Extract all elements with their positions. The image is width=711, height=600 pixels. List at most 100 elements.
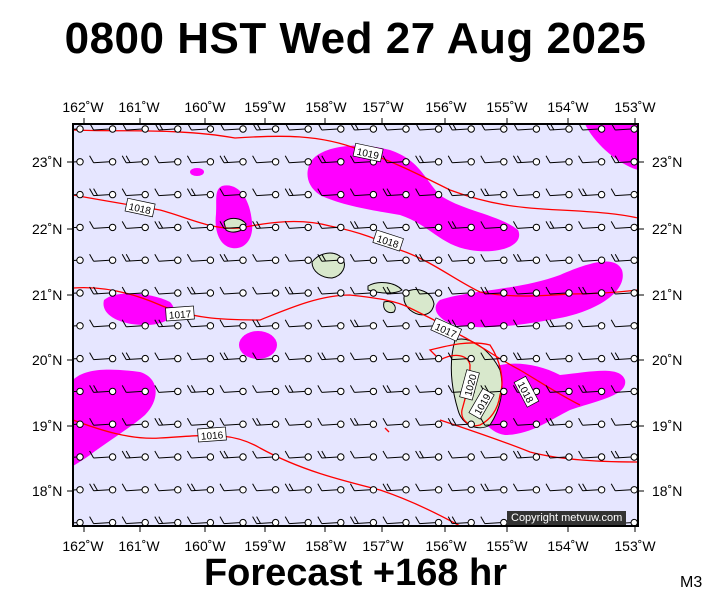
wind-barb: [154, 188, 182, 199]
wind-barb: [219, 516, 247, 526]
wind-barb: [73, 190, 84, 199]
wind-barb: [284, 352, 312, 363]
isobar-label-text: 1016: [201, 430, 224, 443]
wind-barb: [154, 385, 182, 396]
wind-barb: [480, 253, 508, 264]
wind-barb: [512, 319, 541, 330]
lat-label: 19˚N: [652, 418, 683, 434]
isobar-line: [439, 419, 638, 463]
wind-barb: [89, 516, 117, 526]
wind-barb: [154, 253, 182, 264]
island-lanai: [383, 301, 396, 313]
wind-barb: [252, 385, 280, 396]
wind-barb: [382, 516, 410, 526]
wind-barb: [284, 155, 312, 166]
wind-barb: [480, 221, 508, 232]
wind-barb: [154, 483, 182, 494]
wind-barb: [447, 155, 475, 166]
wind-barb: [447, 450, 475, 461]
lon-label: 158˚W: [305, 99, 347, 115]
wind-barb: [154, 221, 182, 232]
wind-barb: [89, 253, 117, 264]
precip-area: [190, 168, 204, 176]
wind-barb: [578, 352, 606, 363]
wind-barb: [252, 253, 280, 264]
wind-barb: [317, 417, 345, 428]
wind-barb: [512, 483, 541, 494]
wind-barb: [252, 352, 280, 363]
wind-barb: [382, 483, 410, 494]
wind-barb: [89, 352, 117, 363]
wind-barb: [186, 417, 215, 428]
precip-area: [477, 363, 626, 435]
precip-area: [585, 124, 638, 170]
wind-barb: [610, 188, 638, 199]
lat-label: 22˚N: [32, 221, 63, 237]
model-tag: M3: [680, 574, 703, 591]
wind-barb: [121, 483, 149, 494]
wind-barb: [317, 516, 345, 526]
wind-barb: [284, 483, 312, 494]
lat-label: 21˚N: [32, 287, 63, 303]
lon-label: 162˚W: [62, 99, 104, 115]
wind-barb: [219, 155, 247, 166]
wind-barb: [382, 450, 410, 461]
wind-barb: [349, 286, 378, 297]
wind-barb: [219, 417, 247, 428]
wind-barb: [89, 450, 117, 461]
lat-label: 20˚N: [652, 352, 683, 368]
lon-label: 160˚W: [184, 99, 226, 115]
map-frame: [72, 123, 639, 527]
wind-barb: [349, 188, 378, 199]
wind-barb: [578, 417, 606, 428]
wind-barb: [349, 253, 378, 264]
wind-barb: [480, 319, 508, 330]
wind-barb: [219, 450, 247, 461]
isobar-label-text: 1018: [128, 202, 152, 217]
lon-label: 156˚W: [425, 538, 467, 554]
wind-barb: [513, 124, 541, 133]
wind-barb: [447, 352, 475, 363]
wind-barb: [480, 286, 508, 297]
precip-area: [73, 369, 156, 466]
wind-barb: [317, 221, 345, 232]
wind-barb: [578, 286, 606, 297]
wind-barb: [317, 385, 345, 396]
isobar-line: [73, 419, 461, 526]
wind-barb: [382, 286, 410, 297]
wind-barb: [415, 155, 443, 166]
wind-barb: [186, 155, 215, 166]
wind-barb: [284, 188, 312, 199]
wind-barb: [219, 483, 247, 494]
wind-barb: [186, 188, 215, 199]
lat-label: 22˚N: [652, 221, 683, 237]
isobar-label-text: 1019: [356, 147, 380, 162]
lon-label: 156˚W: [425, 99, 467, 115]
wind-barb: [89, 385, 117, 396]
map-title: 0800 HST Wed 27 Aug 2025: [64, 14, 647, 63]
precip-area: [103, 293, 174, 325]
wind-barb: [317, 155, 345, 166]
wind-barb: [480, 450, 508, 461]
lon-label: 157˚W: [362, 99, 404, 115]
wind-barb: [447, 253, 475, 264]
wind-barb: [73, 354, 84, 363]
isobar-line: [73, 129, 638, 219]
wind-barb: [73, 125, 84, 133]
wind-barb: [317, 286, 345, 297]
lon-label: 155˚W: [486, 538, 528, 554]
wind-barb: [154, 155, 182, 166]
wind-barb: [73, 256, 84, 264]
wind-barb: [349, 319, 378, 330]
lat-label: 23˚N: [652, 154, 683, 170]
wind-barb: [219, 286, 247, 297]
wind-barb: [284, 253, 312, 264]
wind-barb: [610, 385, 638, 396]
wind-barb: [512, 417, 541, 428]
wind-barb: [382, 417, 410, 428]
wind-barb: [284, 286, 312, 297]
wind-barb: [545, 221, 573, 232]
wind-barb: [317, 188, 345, 199]
wind-barb: [154, 516, 182, 526]
wind-barb: [545, 155, 573, 166]
